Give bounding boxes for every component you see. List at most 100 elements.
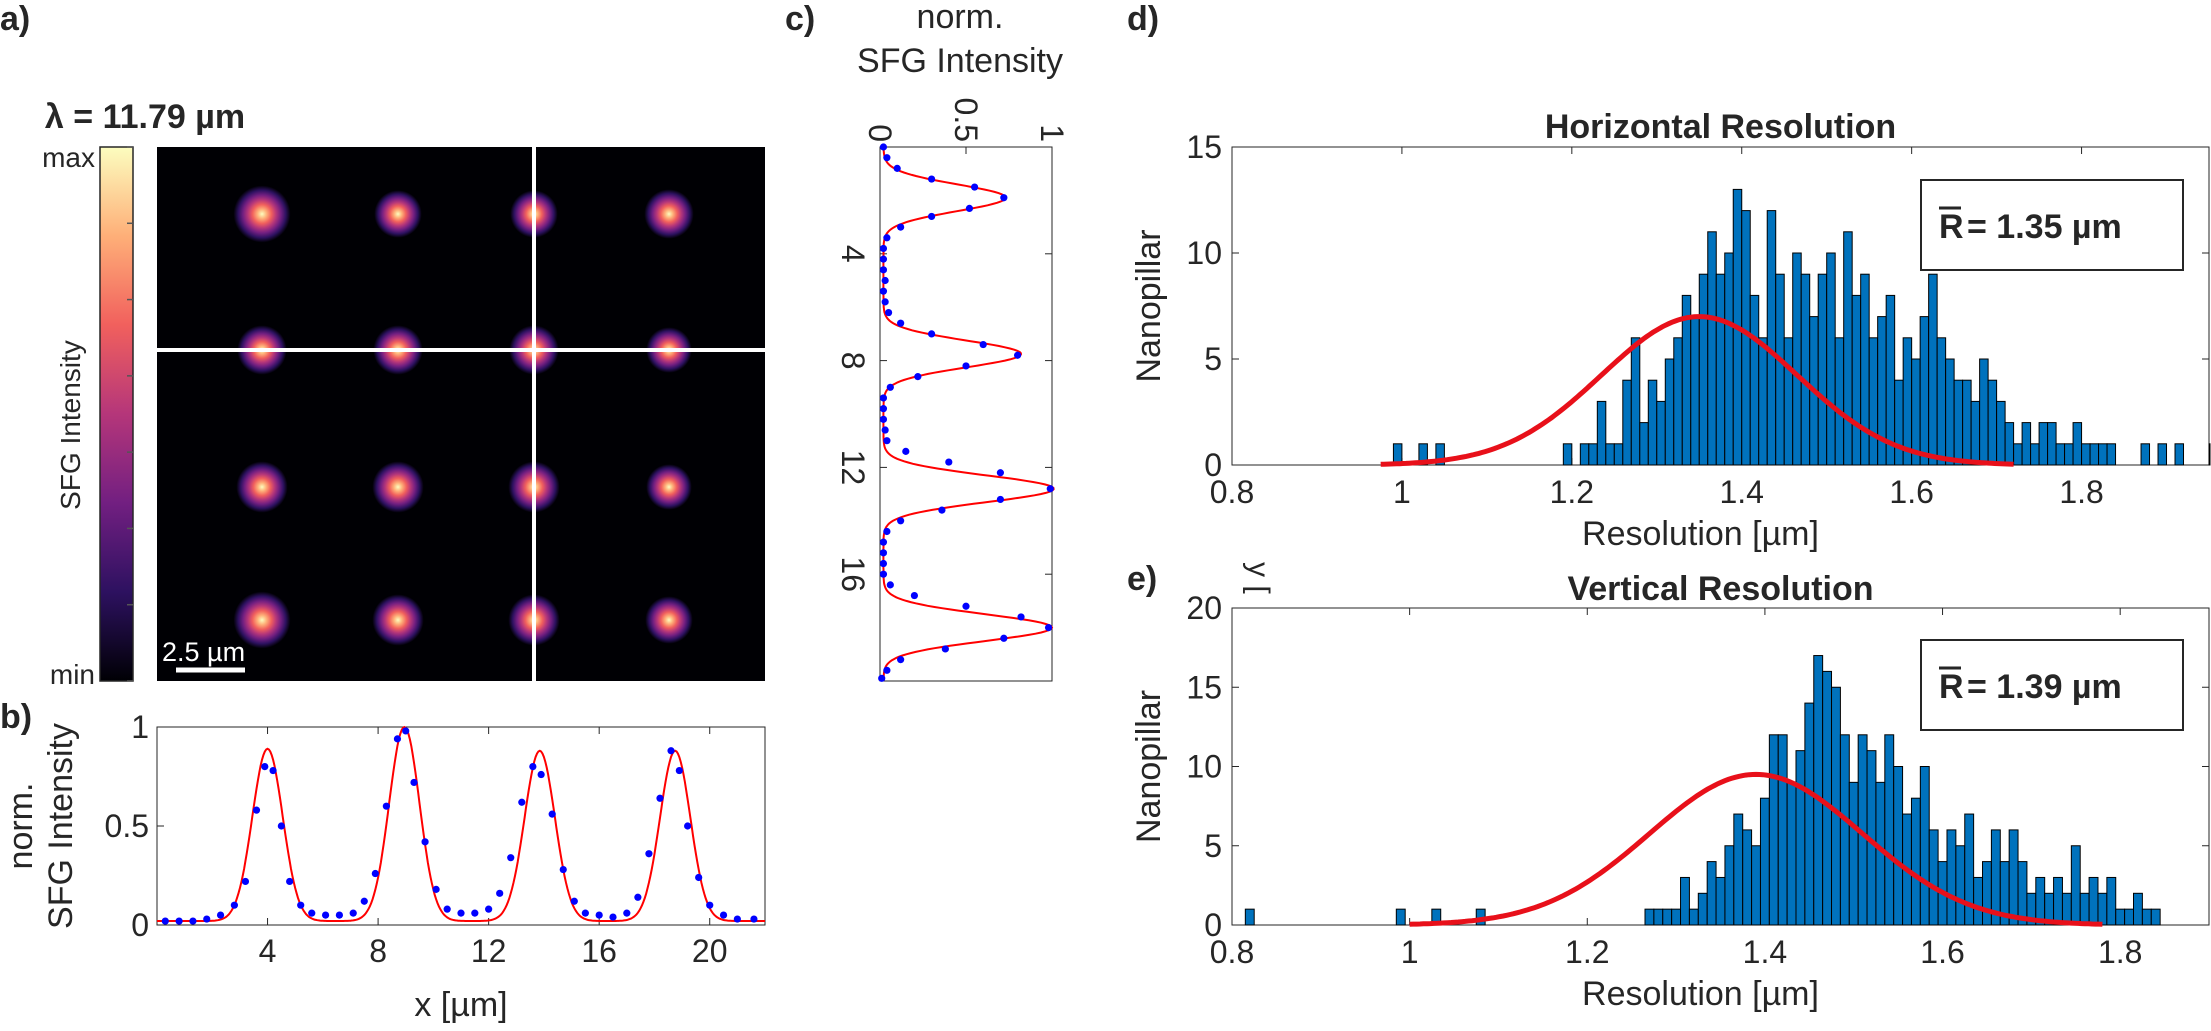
data-point [518, 798, 526, 806]
x-tick-label: 0.5 [948, 98, 984, 142]
histogram-bar [1982, 861, 1992, 926]
histogram-bar [1715, 273, 1726, 466]
data-point [941, 645, 949, 653]
data-point [410, 778, 418, 787]
data-point [897, 223, 905, 231]
histogram-bar [2038, 422, 2049, 466]
histogram-bar [2106, 876, 2117, 926]
histogram-bar [1970, 400, 1981, 466]
histogram-bar [1622, 379, 1632, 466]
histogram-bar [1644, 908, 1655, 926]
panel-a: λ = 11.79 µm max min SFG Intensity 2.5 µ… [42, 98, 765, 690]
data-point [881, 426, 889, 434]
histogram-bar [2030, 443, 2040, 466]
histogram-bar [1758, 337, 1768, 466]
data-point [595, 911, 603, 919]
histogram-bar [2070, 845, 2081, 926]
data-point [230, 901, 238, 909]
data-point [897, 656, 905, 664]
histogram-bar [1868, 337, 1879, 466]
histogram-bar [1733, 813, 1744, 926]
histogram-bar [2098, 443, 2108, 466]
data-point [1000, 194, 1008, 202]
panel-label-b: b) [0, 698, 32, 736]
histogram-bar [1688, 908, 1699, 926]
histogram-bar [1579, 443, 1590, 466]
x-axis-label-line2: SFG Intensity [857, 42, 1063, 80]
x-tick-label: 1 [1401, 934, 1419, 970]
panel-label-a: a) [0, 0, 30, 38]
histogram-bar [1697, 892, 1708, 926]
mean-annotation-text: = 1.35 µm [1967, 208, 2122, 246]
x-axis-label: Resolution [µm] [1582, 975, 1819, 1013]
panel-label-e: e) [1127, 560, 1157, 598]
data-point [886, 581, 894, 589]
data-point [175, 917, 183, 925]
histogram-bar [1964, 813, 1975, 926]
data-point [1017, 613, 1025, 621]
histogram-bar [1724, 845, 1735, 926]
data-point [879, 415, 888, 423]
histogram-bar [1588, 443, 1598, 466]
data-point [241, 877, 250, 886]
histogram-bar [1953, 379, 1964, 466]
y-tick-label: 8 [835, 352, 871, 370]
data-point [1046, 485, 1054, 493]
data-point [277, 822, 285, 830]
histogram-bar [1987, 379, 1998, 466]
data-point [881, 298, 889, 306]
y-axis-label-line1: norm. [2, 783, 40, 870]
histogram-bar [1817, 273, 1828, 466]
histogram-bar [1834, 337, 1845, 466]
histogram-bar [1979, 358, 1989, 466]
data-point [910, 591, 919, 600]
histogram-bar [1800, 273, 1811, 466]
data-point [581, 909, 589, 917]
data-point [897, 517, 905, 525]
sfg-spot [232, 184, 292, 244]
data-point [965, 204, 974, 213]
histogram-bar [1902, 337, 1913, 466]
histogram-bar [2088, 876, 2099, 926]
histogram-bar [1605, 443, 1615, 466]
y-axis-label: Nanopillar [1130, 229, 1168, 382]
data-point [938, 506, 946, 514]
data-point [879, 538, 888, 546]
data-point [321, 911, 330, 919]
fit-line [157, 725, 765, 922]
x-tick-label: 4 [259, 933, 277, 969]
data-point [421, 838, 429, 846]
data-point [308, 909, 316, 917]
histogram-bar [1777, 734, 1788, 926]
y-tick-label: 12 [835, 450, 871, 486]
histogram-bar [1792, 252, 1802, 466]
data-point [286, 877, 294, 886]
data-point [902, 447, 910, 455]
histogram-bar [1244, 908, 1255, 926]
data-point [393, 735, 402, 743]
histogram-bar [2008, 829, 2019, 926]
data-point [667, 747, 675, 755]
x-tick-label: 16 [581, 933, 617, 969]
histogram-bar [2021, 422, 2032, 466]
histogram-bar [1751, 845, 1761, 926]
histogram-bar [1766, 210, 1777, 466]
y-tick-label: 20 [1186, 590, 1222, 626]
data-point [706, 901, 714, 909]
histogram-bar [1653, 908, 1664, 926]
gaussian-fit [1409, 771, 2103, 927]
x-tick-label: 0.8 [1210, 934, 1254, 970]
sfg-spot [371, 593, 425, 647]
data-point [879, 143, 888, 151]
histogram-bar [1662, 908, 1673, 926]
data-point [962, 602, 970, 610]
histogram-bar [2097, 892, 2108, 926]
data-point [496, 889, 504, 897]
data-point [443, 905, 451, 913]
histogram-bar [1848, 781, 1859, 926]
image-title: λ = 11.79 µm [45, 98, 245, 136]
histogram-bar [2174, 443, 2185, 466]
y-tick-label: 0 [1204, 907, 1222, 943]
sfg-spot [645, 463, 693, 511]
